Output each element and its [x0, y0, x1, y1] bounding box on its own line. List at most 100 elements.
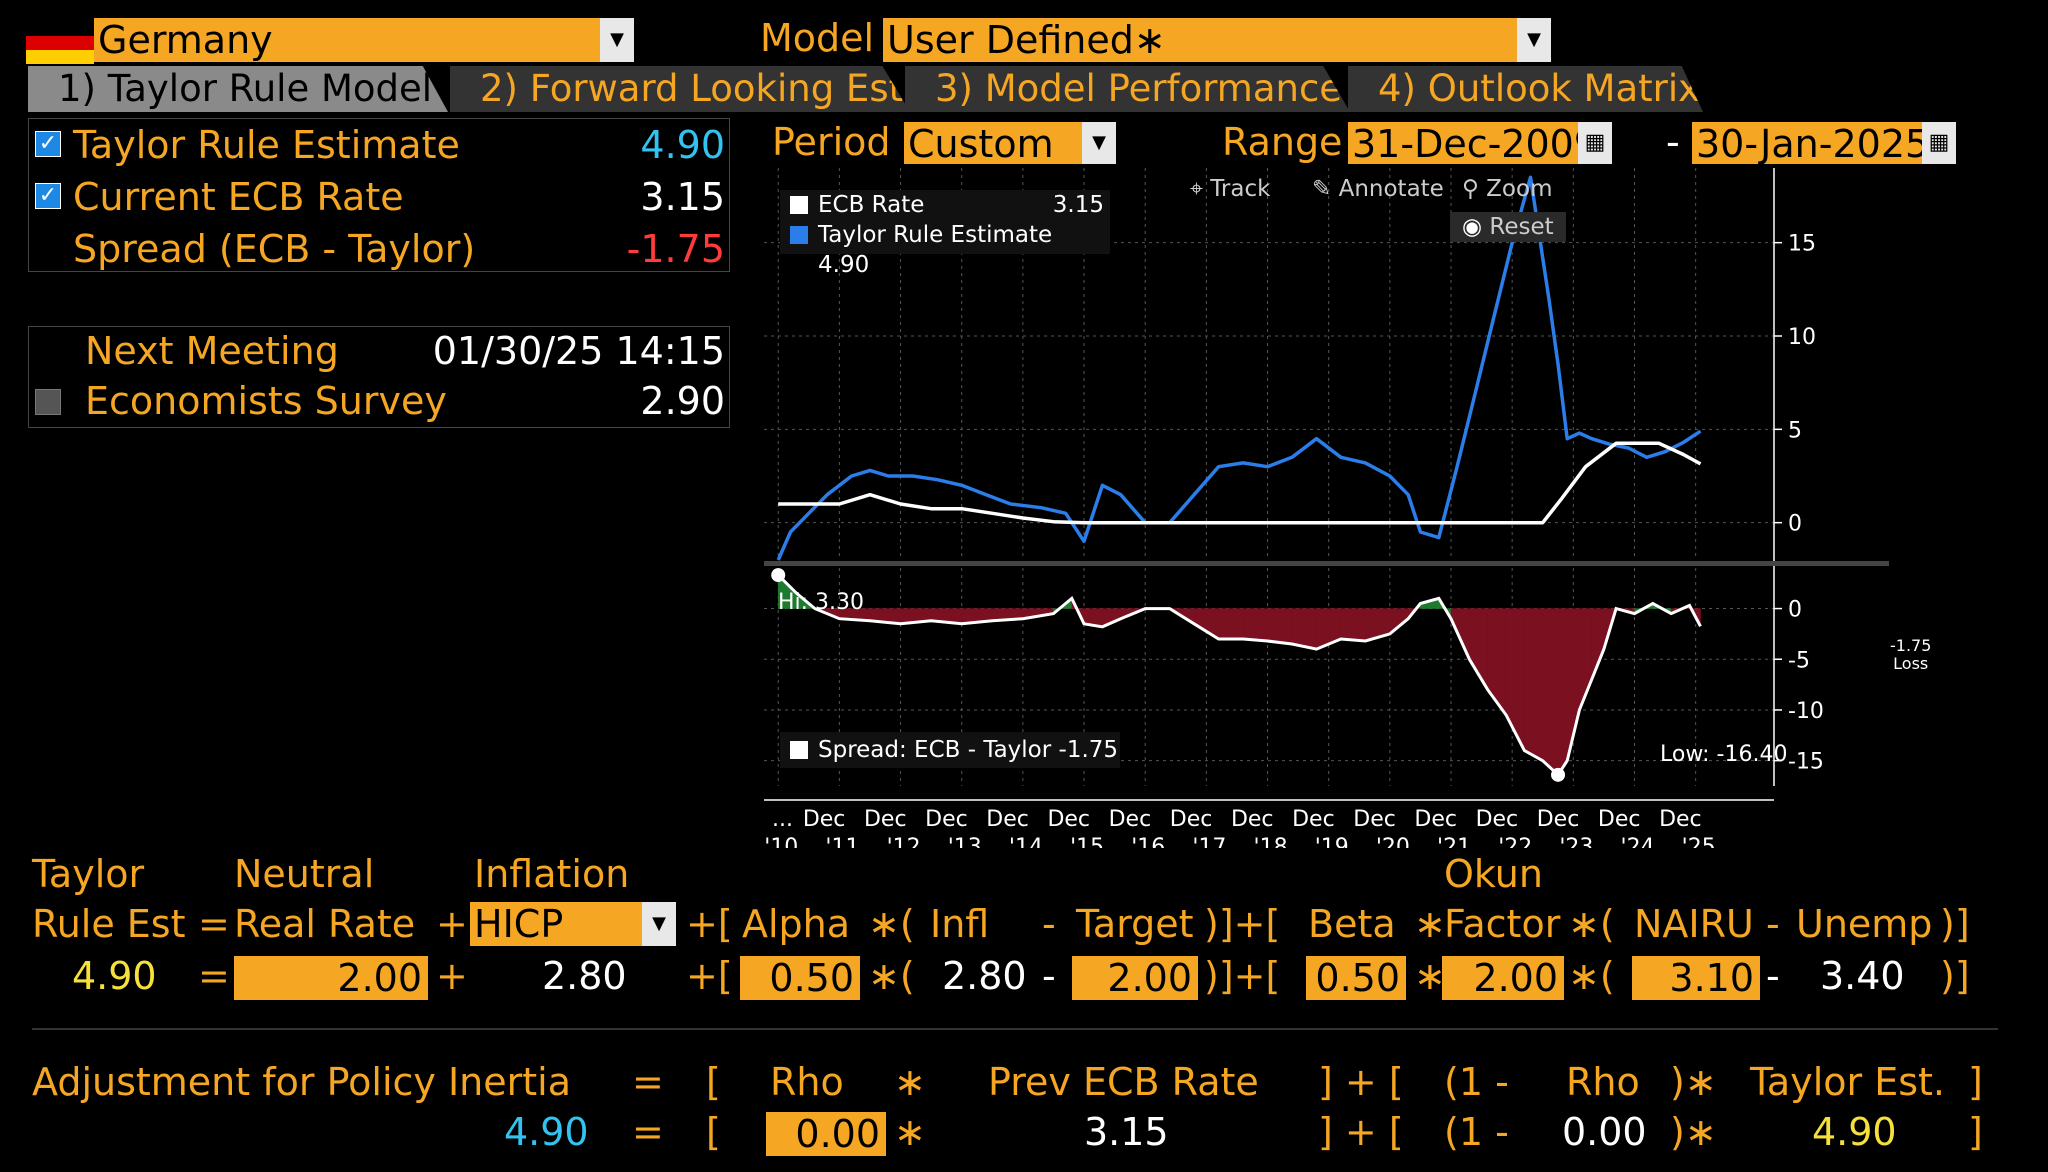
values-plus: +: [436, 954, 468, 998]
x-tick-label: '13: [948, 835, 982, 848]
spread-fill-segment: [1291, 608, 1317, 650]
hi-marker: [771, 568, 786, 583]
low-annotation: Low: -16.40: [1660, 742, 1788, 767]
last-value: -1.75: [1890, 636, 1932, 655]
x-tick-label: '20: [1376, 835, 1410, 848]
top-legend: ECB Rate 3.15 Taylor Rule Estimate 4.90: [780, 190, 1110, 278]
annotate-label: Annotate: [1338, 176, 1444, 202]
annotate-button[interactable]: ✎ Annotate: [1312, 174, 1444, 204]
range-separator: -: [1666, 120, 1680, 164]
spread-area: [771, 568, 1702, 782]
pencil-icon: ✎: [1312, 176, 1332, 202]
formula-nairu: NAIRU: [1634, 902, 1754, 946]
chevron-down-icon[interactable]: ▼: [1082, 122, 1116, 164]
chart-svg[interactable]: 15 10 5 0 0 -5 -10 -15 ... Dec Dec Dec Dec Dec Dec Dec…: [764, 168, 1889, 848]
y-tick-label: 0: [1788, 598, 1802, 623]
x-tick-label: '22: [1498, 835, 1532, 848]
taylor-legend-label: Taylor Rule Estimate 4.90: [818, 222, 1053, 278]
y-tick-label: 15: [1788, 232, 1816, 257]
country-selector[interactable]: Germany ▼: [94, 18, 634, 62]
inertia-eq: =: [632, 1060, 664, 1104]
formula-minus-2: -: [1766, 902, 1780, 946]
beta-input[interactable]: 0.50: [1306, 956, 1406, 1000]
inflation-measure-selector[interactable]: HICP ▼: [470, 902, 676, 946]
inertia-open-2: [: [706, 1110, 721, 1154]
formula-eq: =: [198, 902, 230, 946]
panel-separator: [764, 561, 1889, 566]
calendar-icon[interactable]: ▦: [1578, 122, 1612, 164]
formula-header-neutral: Neutral: [234, 852, 375, 896]
reset-icon: ◉: [1462, 214, 1483, 240]
formula-mul-paren-2: ∗(: [1568, 902, 1615, 946]
model-selector[interactable]: User Defined∗ ▼: [883, 18, 1551, 62]
x-tick-label: Dec: [864, 807, 907, 832]
inertia-one-minus-2: (1 -: [1444, 1110, 1509, 1154]
x-tick-label: '12: [887, 835, 921, 848]
tab-outlook-matrix[interactable]: 4) Outlook Matrix: [1348, 66, 1703, 112]
target-input[interactable]: 2.00: [1072, 956, 1198, 1000]
formula-mul-paren: ∗(: [868, 902, 915, 946]
formula-alpha: Alpha: [742, 902, 851, 946]
formula-header-okun: Okun: [1444, 852, 1543, 896]
zoom-button[interactable]: ⚲ Zoom: [1462, 174, 1552, 204]
track-button[interactable]: ⌖ Track: [1190, 174, 1270, 204]
spread-fill-segment: [1267, 608, 1293, 645]
inertia-one-minus: (1 -: [1444, 1060, 1509, 1104]
x-tick-label: '23: [1559, 835, 1593, 848]
values-eq: =: [198, 954, 230, 998]
x-tick-label: Dec: [1109, 807, 1152, 832]
spread-fill-segment: [1524, 608, 1543, 762]
values-mul-paren: ∗(: [868, 954, 915, 998]
chevron-down-icon[interactable]: ▼: [600, 18, 634, 62]
reset-button[interactable]: ◉ Reset: [1450, 212, 1566, 242]
nairu-input[interactable]: 3.10: [1632, 956, 1760, 1000]
formula-plus-bracket: +[: [686, 902, 733, 946]
taylor-checkbox[interactable]: ✓: [35, 131, 61, 157]
ecb-rate-label: Current ECB Rate: [73, 175, 404, 219]
next-meeting-label: Next Meeting: [85, 329, 339, 373]
neutral-rate-input[interactable]: 2.00: [234, 956, 428, 1000]
meeting-panel: Next Meeting 01/30/25 14:15 Economists S…: [28, 326, 730, 428]
tab-model-performance[interactable]: 3) Model Performance: [905, 66, 1350, 112]
x-axis-labels: ... Dec Dec Dec Dec Dec Dec Dec Dec Dec Dec Dec Dec D…: [764, 807, 1715, 848]
formula-factor: Factor: [1444, 902, 1561, 946]
formula-mul: ∗: [1414, 902, 1446, 946]
next-meeting-value: 01/30/25 14:15: [432, 329, 725, 373]
x-tick-label: '10: [764, 835, 798, 848]
spread-label: Spread (ECB - Taylor): [73, 227, 476, 271]
period-selector[interactable]: Custom ▼: [904, 122, 1116, 166]
ecb-legend-value: 3.15: [1052, 192, 1104, 218]
calendar-icon[interactable]: ▦: [1922, 122, 1956, 164]
range-start-value: 31-Dec-2009: [1352, 122, 1599, 166]
top-lines: [776, 175, 1702, 561]
chevron-down-icon[interactable]: ▼: [642, 902, 676, 946]
spread-legend-label: Spread: ECB - Taylor -1.75: [818, 737, 1119, 763]
inertia-taylor-est: Taylor Est.: [1750, 1060, 1945, 1104]
last-tag: Loss: [1893, 654, 1929, 673]
x-tick-label: '18: [1254, 835, 1288, 848]
range-start-field[interactable]: 31-Dec-2009 ▦: [1348, 122, 1612, 166]
spread-fill-segment: [1218, 608, 1244, 640]
okun-factor-input[interactable]: 2.00: [1442, 956, 1564, 1000]
y-tick-label: 5: [1788, 418, 1802, 443]
unemp-value: 3.40: [1820, 954, 1905, 998]
survey-checkbox[interactable]: [35, 389, 61, 415]
range-end-field[interactable]: 30-Jan-2025 ▦: [1692, 122, 1956, 166]
ecb-checkbox[interactable]: ✓: [35, 183, 61, 209]
chevron-down-icon[interactable]: ▼: [1517, 18, 1551, 62]
formula-close: )]: [1940, 902, 1970, 946]
x-tick-label: Dec: [1231, 807, 1274, 832]
inertia-close-2: ]: [1968, 1110, 1983, 1154]
inertia-prev: Prev ECB Rate: [988, 1060, 1259, 1104]
inertia-close-paren-mul: )∗: [1670, 1060, 1717, 1104]
divider: [32, 1028, 1998, 1030]
rho-input[interactable]: 0.00: [766, 1112, 886, 1156]
bottom-legend: Spread: ECB - Taylor -1.75: [780, 732, 1120, 768]
formula-target: Target: [1076, 902, 1194, 946]
survey-label: Economists Survey: [85, 379, 447, 423]
alpha-input[interactable]: 0.50: [740, 956, 860, 1000]
inertia-eq-2: =: [632, 1110, 664, 1154]
tab-forward-looking-est[interactable]: 2) Forward Looking Est: [450, 66, 910, 112]
formula-header-inflation: Inflation: [474, 852, 630, 896]
tab-taylor-rule-model[interactable]: 1) Taylor Rule Model: [28, 66, 448, 112]
